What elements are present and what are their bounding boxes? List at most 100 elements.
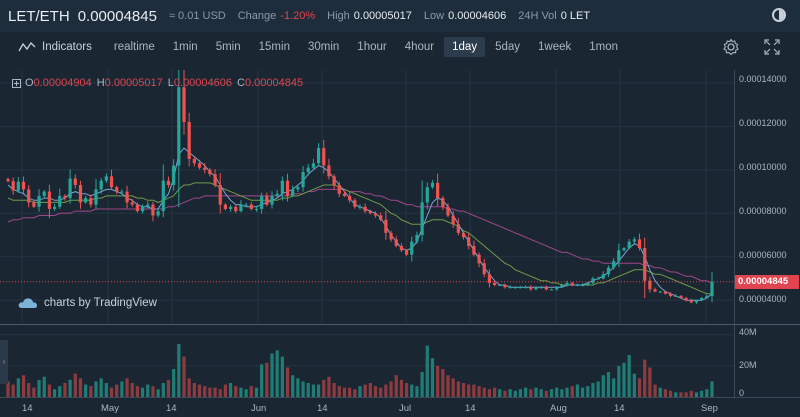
timeframe-1hour[interactable]: 1hour — [357, 41, 387, 53]
volume-bar — [94, 381, 98, 397]
timeframe-1mon[interactable]: 1mon — [589, 41, 619, 53]
cloud-logo-icon — [18, 298, 37, 308]
volume-bar — [441, 369, 445, 397]
price-chart[interactable] — [0, 70, 734, 324]
candle-down — [570, 282, 574, 286]
timeframe-4hour[interactable]: 4hour — [404, 41, 435, 53]
settings-gear-icon[interactable] — [722, 38, 740, 56]
pane-collapse-handle[interactable]: › — [0, 340, 8, 384]
candle-down — [441, 198, 445, 207]
volume-bar — [694, 392, 699, 397]
volume-bar — [146, 384, 150, 397]
volume-bar — [192, 383, 196, 397]
candle-up — [172, 165, 176, 186]
low-label: Low — [423, 10, 445, 22]
volume-bar — [379, 387, 383, 397]
candle-down — [503, 285, 507, 288]
volume-bar — [327, 376, 331, 397]
volume-bar — [306, 383, 310, 397]
candle-down — [492, 282, 497, 286]
change-value: -1.20% — [280, 10, 316, 22]
pane-divider[interactable] — [0, 324, 800, 325]
candle-up — [260, 195, 264, 209]
candle-up — [16, 181, 20, 191]
volume-axis[interactable]: 40M 20M 0 — [734, 325, 800, 398]
change-label: Change — [237, 10, 277, 22]
timeframe-5day[interactable]: 5day — [495, 41, 521, 53]
candle-down — [467, 237, 471, 246]
candle-up — [632, 239, 636, 242]
volume-bar — [451, 378, 455, 397]
candle-up — [560, 285, 564, 288]
theme-toggle-icon[interactable] — [772, 8, 786, 22]
candle-up — [37, 195, 41, 207]
tradingview-watermark[interactable]: charts by TradingView — [18, 297, 157, 309]
timeframe-1min[interactable]: 1min — [172, 41, 198, 53]
volume-bar — [311, 384, 316, 397]
volume-chart[interactable] — [0, 325, 734, 397]
indicators-button[interactable]: Indicators — [18, 41, 92, 53]
timeframe-1day[interactable]: 1day — [444, 37, 486, 57]
indicators-icon — [18, 41, 36, 52]
volume-bar — [254, 387, 259, 397]
volume-bar — [637, 378, 642, 397]
volume-bar — [332, 383, 336, 397]
candle-down — [223, 204, 228, 209]
volume-bar — [187, 378, 191, 397]
candle-down — [11, 181, 15, 191]
volume-bar — [612, 378, 616, 397]
volume-bar — [223, 384, 228, 397]
candle-down — [456, 224, 460, 233]
time-axis-label: May — [101, 403, 119, 414]
volume-bar — [109, 387, 114, 397]
volume-bar — [689, 390, 693, 397]
timeframe-30min[interactable]: 30min — [307, 41, 340, 53]
volume-bar — [197, 384, 202, 397]
candle-down — [353, 200, 357, 207]
timeframe-5min[interactable]: 5min — [215, 41, 241, 53]
timeframe-realtime[interactable]: realtime — [113, 41, 155, 53]
ticker-header: LET/ETH 0.00004845 ≈ 0.01 USD Change -1.… — [0, 0, 800, 32]
fullscreen-icon[interactable] — [763, 38, 781, 56]
candle-down — [477, 254, 481, 264]
volume-bar — [218, 389, 222, 397]
candle-down — [394, 239, 398, 246]
timeframe-1week[interactable]: 1week — [538, 41, 572, 53]
candle-up — [565, 282, 569, 286]
expand-legend-icon[interactable] — [12, 78, 21, 88]
volume-bar — [275, 350, 279, 397]
volume-bar — [228, 383, 233, 397]
volume-bar — [389, 381, 393, 397]
volume-bar — [120, 381, 124, 397]
ma-mid-line — [7, 182, 712, 295]
volume-bar — [622, 362, 626, 397]
volume-bar — [492, 387, 497, 397]
candle-up — [296, 187, 300, 190]
candle-up — [52, 206, 57, 209]
candle-up — [575, 285, 580, 287]
volume-bar — [208, 387, 212, 397]
candle-up — [161, 180, 165, 212]
candle-down — [203, 167, 207, 170]
volume-bar — [151, 386, 155, 397]
candle-down — [363, 206, 367, 212]
candle-down — [446, 206, 450, 216]
volume-bar — [425, 345, 429, 397]
time-axis[interactable]: 14 May 14 Jun 14 Jul 14 Aug 14 Sep — [0, 397, 800, 417]
volume-bar — [617, 365, 621, 397]
volume-bar — [140, 387, 145, 397]
volume-bar — [534, 387, 538, 397]
candle-up — [280, 180, 284, 194]
volume-bar — [705, 389, 709, 397]
candle-down — [197, 163, 202, 168]
candle-up — [275, 193, 279, 196]
candle-up — [705, 295, 709, 299]
volume-bar — [415, 386, 419, 397]
timeframe-15min[interactable]: 15min — [258, 41, 290, 53]
volume-bar — [508, 389, 512, 397]
volume-bar — [394, 375, 398, 397]
watermark-text: charts by TradingView — [44, 297, 157, 309]
candle-down — [265, 195, 269, 205]
price-axis[interactable]: 0.00014000 0.00012000 0.00010000 0.00008… — [734, 70, 800, 324]
volume-bar — [285, 367, 290, 397]
